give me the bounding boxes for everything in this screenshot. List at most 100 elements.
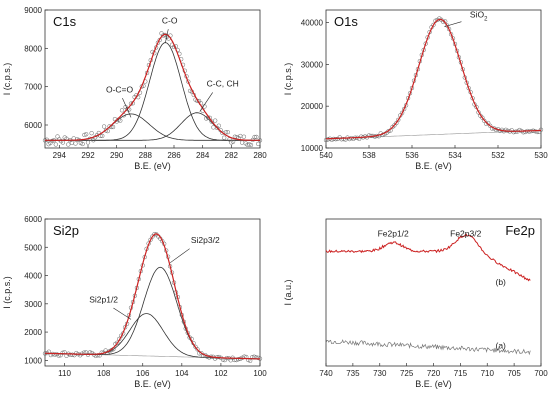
- data-point: [241, 134, 247, 139]
- y-tick-label: 8000: [24, 44, 42, 53]
- panel-fe2p: 740 735 730 725 720 715 710 705 700 B.E. (eV) I (a…: [283, 218, 548, 389]
- data-point: [85, 140, 91, 145]
- data-point: [446, 26, 452, 32]
- y-tick-label: 4000: [24, 272, 42, 281]
- x-tick-label: 740: [319, 369, 333, 378]
- y-axis-label: I (c.p.s.): [2, 276, 12, 309]
- data-point: [125, 107, 130, 112]
- y-axis-label: I (a.u.): [283, 279, 293, 305]
- data-point: [80, 141, 85, 147]
- data-point: [225, 130, 230, 135]
- data-point: [110, 124, 116, 130]
- annotation-sio2: SiO2: [470, 10, 488, 23]
- plot-frame: [325, 9, 542, 149]
- x-axis-label: B.E. (eV): [134, 161, 171, 171]
- data-point: [95, 353, 100, 358]
- x-tick-label: 284: [196, 151, 210, 160]
- panel-title: C1s: [53, 14, 77, 29]
- x-tick-label: 710: [481, 369, 495, 378]
- panel-c1s: 294 292 290 288 286 284 282 280 6000 7000 8000 9000…: [2, 6, 267, 171]
- data-point: [73, 141, 78, 146]
- data-point: [230, 139, 236, 144]
- data-point: [100, 133, 105, 139]
- panel-o1s: 540 538 536 534 532 530 10000 20000 30000 40000 B.…: [283, 10, 548, 171]
- x-tick-label: 532: [491, 151, 505, 160]
- y-tick-label: 7000: [24, 83, 42, 92]
- data-point: [538, 127, 544, 132]
- x-tick-label: 730: [373, 369, 387, 378]
- annotation-arrow: [199, 92, 213, 112]
- y-tick-label: 1000: [24, 356, 42, 365]
- component-peak-curve: [45, 266, 260, 360]
- x-tick-label: 108: [97, 369, 111, 378]
- plot-frame: [44, 218, 261, 367]
- data-point: [521, 130, 526, 135]
- y-tick-label: 2000: [24, 328, 42, 337]
- data-point: [448, 32, 454, 37]
- x-tick-label: 735: [346, 369, 360, 378]
- x-axis-label: B.E. (eV): [415, 161, 452, 171]
- data-point: [60, 350, 65, 355]
- x-tick-label: 700: [534, 369, 548, 378]
- data-point: [148, 237, 153, 242]
- x-axis-label: B.E. (eV): [415, 379, 452, 389]
- annotation-arrow: [113, 307, 132, 320]
- y-tick-label: 6000: [24, 121, 42, 130]
- data-point: [211, 125, 216, 130]
- x-tick-label: 540: [319, 151, 333, 160]
- data-point: [245, 142, 250, 147]
- y-tick-label: 5000: [24, 243, 42, 252]
- data-point: [402, 106, 407, 112]
- fit-envelope-curve: [45, 233, 260, 360]
- data-point: [216, 123, 221, 128]
- data-point: [386, 129, 391, 134]
- data-point: [101, 124, 107, 129]
- y-tick-label: 3000: [24, 300, 42, 309]
- panel-title: O1s: [334, 14, 358, 29]
- annotation-arrow: [169, 248, 190, 264]
- x-tick-label: 536: [405, 151, 419, 160]
- data-point: [394, 120, 399, 126]
- x-tick-label: 106: [136, 369, 150, 378]
- data-point: [70, 352, 75, 357]
- annotation-sio2-main: SiO: [470, 10, 485, 20]
- curve-label-a: (a): [495, 340, 506, 350]
- data-point: [103, 128, 109, 133]
- fit-envelope-curve: [45, 33, 260, 141]
- data-point: [333, 137, 338, 142]
- x-tick-label: 100: [253, 369, 267, 378]
- data-point: [431, 22, 436, 27]
- annotation-arrow: [165, 29, 169, 43]
- data-point: [223, 130, 229, 135]
- annotation-sio2-sub: 2: [484, 17, 488, 23]
- data-point: [207, 115, 212, 120]
- x-tick-label: 725: [400, 369, 414, 378]
- plot-frame: [44, 9, 261, 149]
- annotation-arrow: [122, 98, 132, 118]
- x-tick-label: 720: [427, 369, 441, 378]
- panel-title: Fe2p: [505, 223, 535, 238]
- x-tick-label: 538: [362, 151, 376, 160]
- x-tick-label: 530: [534, 151, 548, 160]
- data-point: [517, 127, 522, 133]
- data-point: [341, 136, 346, 142]
- data-point: [89, 131, 94, 136]
- y-axis-label: I (c.p.s.): [283, 63, 293, 96]
- annotation-co: C-O: [162, 15, 178, 25]
- data-point: [480, 115, 485, 120]
- annotation-fe2p32: Fe2p3/2: [450, 229, 481, 239]
- data-point: [400, 110, 405, 115]
- y-tick-label: 40000: [301, 19, 324, 28]
- x-tick-label: 705: [507, 369, 521, 378]
- x-tick-label: 534: [448, 151, 462, 160]
- y-tick-label: 9000: [24, 6, 42, 15]
- data-point: [527, 129, 532, 134]
- annotation-ocoo: O-C=O: [106, 84, 134, 94]
- data-point: [84, 132, 89, 137]
- x-tick-label: 102: [214, 369, 228, 378]
- series-b-curve: [325, 233, 531, 282]
- x-tick-label: 282: [225, 151, 239, 160]
- data-point: [118, 118, 123, 123]
- data-point: [256, 141, 261, 147]
- x-tick-label: 292: [81, 151, 95, 160]
